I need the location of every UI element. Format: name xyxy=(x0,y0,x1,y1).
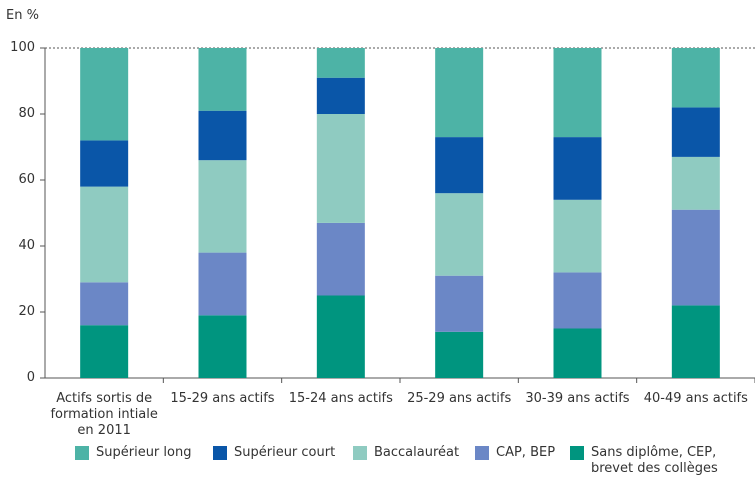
x-tick-label: Actifs sortis de formation intiale en 20… xyxy=(50,391,158,438)
legend-label: Baccalauréat xyxy=(374,445,460,460)
x-tick-label: 40-49 ans actifs xyxy=(643,391,748,406)
legend-swatch xyxy=(213,446,227,460)
bar-segment xyxy=(435,275,484,332)
bar-segment xyxy=(671,107,720,157)
x-tick-label: 25-29 ans actifs xyxy=(407,391,512,406)
y-tick-label: 40 xyxy=(18,238,35,253)
bar-segment xyxy=(198,48,247,111)
bar-segment xyxy=(80,325,129,378)
y-tick-label: 60 xyxy=(18,172,35,187)
y-tick-label: 0 xyxy=(26,370,35,385)
bar-segment xyxy=(80,48,129,141)
legend-swatch xyxy=(475,446,489,460)
bar-segment xyxy=(553,48,602,138)
y-axis-label: En % xyxy=(6,8,39,23)
legend-swatch xyxy=(570,446,584,460)
bar-segment xyxy=(671,305,720,378)
legend-label: Supérieur long xyxy=(96,445,192,460)
x-tick-label: 15-24 ans actifs xyxy=(288,391,393,406)
bar-segment xyxy=(316,114,365,223)
bar-segment xyxy=(553,272,602,329)
bar-segment xyxy=(553,137,602,200)
bar-segment xyxy=(316,295,365,378)
bar-segment xyxy=(316,222,365,296)
bar-segment xyxy=(316,48,365,78)
bar-segment xyxy=(435,48,484,138)
bar-segment xyxy=(435,193,484,276)
y-tick-label: 20 xyxy=(18,304,35,319)
legend-label: CAP, BEP xyxy=(496,445,556,460)
bar-segment xyxy=(198,110,247,161)
bar-segment xyxy=(80,140,129,187)
bar-segment xyxy=(198,252,247,316)
legend-swatch xyxy=(75,446,89,460)
x-tick-label: 30-39 ans actifs xyxy=(525,391,630,406)
y-tick-label: 80 xyxy=(18,106,35,121)
bar-segment xyxy=(316,77,365,114)
bar-segment xyxy=(80,186,129,283)
bar-segment xyxy=(553,199,602,273)
bar-segment xyxy=(671,48,720,108)
legend-label: Supérieur court xyxy=(234,445,336,460)
bar-segment xyxy=(198,315,247,378)
bar-segment xyxy=(671,209,720,306)
y-tick-label: 100 xyxy=(10,40,35,55)
bar-segment xyxy=(435,137,484,194)
x-tick-label: 15-29 ans actifs xyxy=(170,391,275,406)
bar-segment xyxy=(80,282,129,326)
bar-segment xyxy=(553,328,602,378)
bar-segment xyxy=(435,331,484,378)
bar-segment xyxy=(198,160,247,253)
legend-swatch xyxy=(353,446,367,460)
bar-segment xyxy=(671,156,720,210)
legend-label: Sans diplôme, CEP, brevet des collèges xyxy=(591,445,718,476)
